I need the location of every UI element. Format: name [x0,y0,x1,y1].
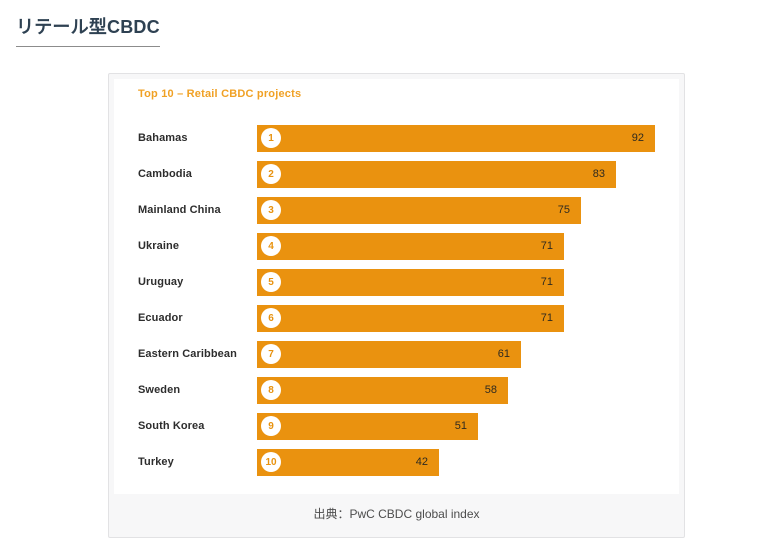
chart-row: Eastern Caribbean 7 61 [138,336,679,372]
page-title: リテール型CBDC [16,13,160,47]
bar-track: 5 71 [257,268,679,296]
bar: 6 71 [257,304,564,332]
country-label: Sweden [138,384,181,396]
rank-badge: 6 [261,308,281,328]
value-label: 71 [540,240,553,252]
value-label: 75 [557,204,570,216]
rank-badge: 9 [261,416,281,436]
country-label: Ecuador [138,312,183,324]
bar-track: 1 92 [257,124,679,152]
country-label: Turkey [138,456,174,468]
chart-row: Ukraine 4 71 [138,228,679,264]
bar-track: 9 51 [257,412,679,440]
bar-track: 8 58 [257,376,679,404]
chart-row: Turkey 10 42 [138,444,679,480]
chart-row: Bahamas 1 92 [138,120,679,156]
bar: 3 75 [257,196,581,224]
bar-track: 3 75 [257,196,679,224]
bar-track: 4 71 [257,232,679,260]
value-label: 71 [540,276,553,288]
chart-card: Top 10 – Retail CBDC projects Bahamas 1 92… [108,73,685,538]
bar: 7 61 [257,340,521,368]
chart-row: Cambodia 2 83 [138,156,679,192]
value-label: 83 [592,168,605,180]
country-label: South Korea [138,420,205,432]
rank-badge: 1 [261,128,281,148]
bar: 1 92 [257,124,655,152]
country-label: Uruguay [138,276,184,288]
source-caption: 出典：PwC CBDC global index [313,507,480,521]
bar: 2 83 [257,160,616,188]
bar-track: 6 71 [257,304,679,332]
rank-badge: 7 [261,344,281,364]
country-label: Eastern Caribbean [138,348,237,360]
rank-badge: 2 [261,164,281,184]
chart-row: South Korea 9 51 [138,408,679,444]
rank-badge: 5 [261,272,281,292]
chart-row: Sweden 8 58 [138,372,679,408]
chart-row: Ecuador 6 71 [138,300,679,336]
bar: 10 42 [257,448,439,476]
rank-badge: 8 [261,380,281,400]
chart-area: Top 10 – Retail CBDC projects Bahamas 1 92… [114,79,679,494]
rank-badge: 10 [261,452,281,472]
bar-track: 10 42 [257,448,679,476]
bar: 8 58 [257,376,508,404]
country-label: Mainland China [138,204,221,216]
value-label: 42 [415,456,428,468]
rank-badge: 4 [261,236,281,256]
chart-row: Uruguay 5 71 [138,264,679,300]
rank-badge: 3 [261,200,281,220]
bar: 5 71 [257,268,564,296]
value-label: 71 [540,312,553,324]
country-label: Ukraine [138,240,180,252]
value-label: 58 [484,384,497,396]
country-label: Bahamas [138,132,188,144]
country-label: Cambodia [138,168,192,180]
chart-title: Top 10 – Retail CBDC projects [138,88,302,100]
chart-row: Mainland China 3 75 [138,192,679,228]
bar: 9 51 [257,412,478,440]
value-label: 92 [631,132,644,144]
value-label: 51 [454,420,467,432]
value-label: 61 [497,348,510,360]
chart-rows: Bahamas 1 92 Cambodia 2 83 Mainland China 3 75 Uk… [138,120,679,480]
bar-track: 7 61 [257,340,679,368]
bar: 4 71 [257,232,564,260]
bar-track: 2 83 [257,160,679,188]
